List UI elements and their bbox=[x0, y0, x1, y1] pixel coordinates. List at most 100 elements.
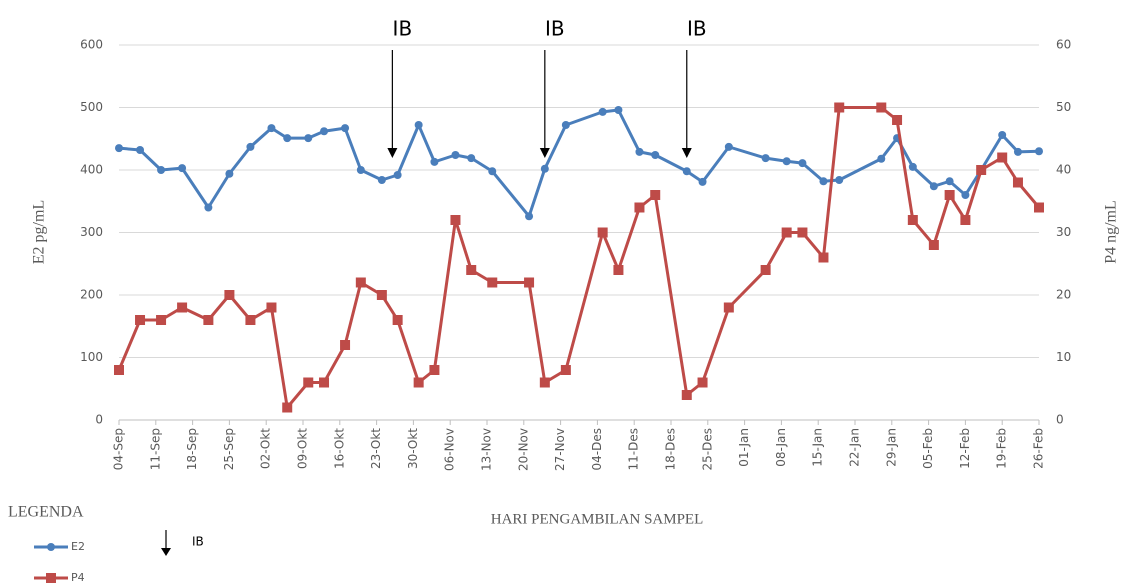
y2-tick-label: 0 bbox=[1056, 413, 1064, 427]
x-tick-label: 20-Nov bbox=[516, 428, 530, 471]
y2-tick-label: 30 bbox=[1056, 225, 1071, 239]
marker bbox=[597, 227, 608, 238]
x-tick-label: 05-Feb bbox=[921, 428, 935, 469]
x-tick-label: 22-Jan bbox=[848, 428, 862, 467]
x-tick-label: 08-Jan bbox=[774, 428, 788, 467]
marker bbox=[451, 151, 460, 159]
x-tick-label: 25-Sep bbox=[222, 428, 236, 470]
marker bbox=[634, 202, 645, 213]
marker bbox=[798, 159, 807, 168]
marker bbox=[598, 107, 607, 116]
marker bbox=[283, 134, 292, 143]
marker bbox=[1034, 202, 1044, 213]
marker bbox=[681, 390, 692, 400]
marker bbox=[135, 315, 146, 325]
marker bbox=[203, 315, 214, 325]
x-tick-label: 27-Nov bbox=[553, 428, 567, 471]
x-tick-label: 25-Des bbox=[700, 428, 714, 470]
marker bbox=[907, 215, 918, 225]
x-tick-label: 18-Sep bbox=[185, 428, 199, 470]
marker bbox=[267, 124, 276, 133]
marker bbox=[282, 402, 293, 413]
marker bbox=[614, 106, 623, 114]
marker bbox=[178, 164, 187, 173]
marker bbox=[877, 154, 886, 163]
x-tick-label: 30-Okt bbox=[406, 428, 420, 469]
marker bbox=[650, 190, 661, 200]
y2-tick-label: 60 bbox=[1056, 38, 1071, 52]
marker bbox=[818, 252, 829, 263]
marker bbox=[340, 340, 351, 350]
marker bbox=[488, 167, 497, 176]
x-tick-label: 29-Jan bbox=[884, 428, 898, 467]
marker bbox=[698, 177, 707, 186]
legend-arrow-head bbox=[161, 548, 171, 556]
marker bbox=[204, 203, 213, 212]
marker bbox=[540, 164, 549, 173]
y2-tick-label: 20 bbox=[1056, 288, 1071, 302]
marker bbox=[651, 151, 660, 159]
x-tick-label: 19-Feb bbox=[995, 428, 1009, 469]
series-line bbox=[117, 106, 1041, 409]
series-line bbox=[118, 108, 1040, 218]
marker bbox=[524, 277, 535, 288]
marker bbox=[560, 365, 571, 375]
y2-tick-label: 10 bbox=[1056, 350, 1071, 364]
marker bbox=[320, 127, 329, 136]
marker bbox=[876, 102, 887, 113]
marker bbox=[393, 171, 402, 179]
marker bbox=[998, 131, 1007, 139]
y-tick-label: 300 bbox=[80, 225, 103, 239]
marker bbox=[356, 166, 365, 174]
legend-label: E2 bbox=[71, 540, 85, 553]
x-axis-title: HARI PENGAMBILAN SAMPEL bbox=[491, 511, 704, 527]
marker bbox=[945, 177, 954, 186]
marker bbox=[781, 227, 792, 238]
y-tick-label: 500 bbox=[80, 100, 103, 114]
annotation-label: IB bbox=[393, 17, 413, 41]
marker bbox=[466, 265, 477, 275]
x-tick-label: 01-Jan bbox=[737, 428, 751, 467]
marker bbox=[114, 365, 124, 375]
marker bbox=[467, 154, 476, 163]
marker bbox=[156, 315, 167, 325]
marker bbox=[430, 157, 439, 166]
marker bbox=[928, 240, 939, 250]
marker bbox=[413, 377, 424, 388]
marker bbox=[724, 142, 733, 151]
annotation-arrow-head bbox=[539, 148, 550, 158]
y-tick-label: 200 bbox=[80, 288, 103, 302]
x-tick-label: 13-Nov bbox=[480, 428, 494, 471]
legend-marker bbox=[47, 543, 55, 551]
marker bbox=[539, 377, 550, 388]
marker bbox=[761, 154, 770, 163]
x-tick-label: 11-Des bbox=[627, 428, 641, 470]
x-tick-label: 11-Sep bbox=[148, 428, 162, 470]
y-tick-label: 100 bbox=[80, 350, 103, 364]
marker bbox=[782, 157, 791, 166]
y-axis-title: E2 pg/mL bbox=[31, 200, 48, 264]
marker bbox=[450, 215, 461, 225]
legend-marker bbox=[46, 573, 56, 583]
x-tick-label: 04-Sep bbox=[112, 428, 126, 470]
x-tick-label: 12-Feb bbox=[958, 428, 972, 469]
marker bbox=[892, 115, 903, 125]
marker bbox=[908, 162, 917, 171]
marker bbox=[487, 277, 498, 288]
marker bbox=[944, 190, 955, 200]
x-tick-label: 18-Des bbox=[664, 428, 678, 470]
legend-label: P4 bbox=[71, 571, 85, 584]
y-tick-label: 600 bbox=[80, 38, 103, 52]
y-tick-label: 0 bbox=[95, 413, 103, 427]
marker bbox=[976, 165, 987, 175]
marker bbox=[245, 315, 256, 325]
marker bbox=[414, 121, 423, 129]
marker bbox=[429, 365, 440, 375]
marker bbox=[377, 176, 386, 184]
marker bbox=[319, 377, 330, 388]
marker bbox=[613, 265, 624, 275]
x-tick-label: 26-Feb bbox=[1032, 428, 1046, 469]
marker bbox=[697, 377, 708, 388]
y2-tick-label: 50 bbox=[1056, 100, 1071, 114]
